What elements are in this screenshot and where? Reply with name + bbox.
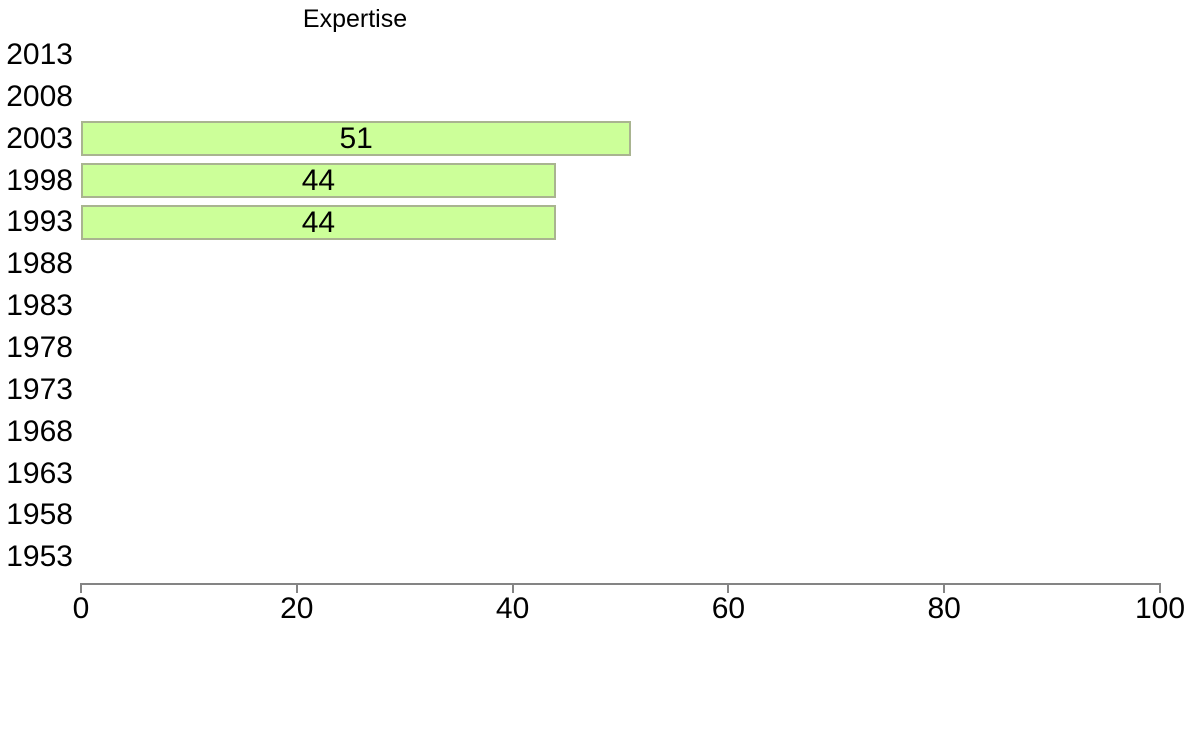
y-axis-label: 2013 xyxy=(6,38,73,71)
y-axis-label: 2003 xyxy=(6,121,73,155)
plot-area: 2013 2008 2003 51 1998 44 1993 44 1988 1983 1978 19… xyxy=(0,34,1188,579)
x-axis-tick xyxy=(80,583,82,593)
bar-2003[interactable]: 51 xyxy=(81,121,632,157)
category-row: 1968 xyxy=(0,411,1188,453)
x-axis-tick-label: 100 xyxy=(1134,592,1186,625)
y-axis-label: 2008 xyxy=(6,79,73,113)
y-axis-label: 1973 xyxy=(6,372,73,406)
category-row: 1973 xyxy=(0,369,1188,411)
bar-value-label: 51 xyxy=(339,122,373,156)
bar-1998[interactable]: 44 xyxy=(81,162,556,198)
category-row: 1993 44 xyxy=(0,201,1188,243)
legend: BringbenefitsRespectedExpertiseSincereYo… xyxy=(0,630,1188,710)
x-axis-tick xyxy=(943,583,946,593)
category-row: 1958 xyxy=(0,494,1188,536)
y-axis-label: 1983 xyxy=(6,289,73,323)
y-axis-label: 1958 xyxy=(6,498,73,532)
y-axis-label: 1988 xyxy=(6,247,73,281)
category-row: 1988 xyxy=(0,243,1188,285)
y-axis-label: 1953 xyxy=(6,540,73,574)
x-axis-tick xyxy=(511,583,514,593)
y-axis-label: 1998 xyxy=(6,163,73,197)
x-axis-tick-label: 60 xyxy=(711,592,746,625)
category-row: 2008 xyxy=(0,76,1188,118)
category-row: 1963 xyxy=(0,453,1188,495)
category-row: 2013 xyxy=(0,34,1188,76)
y-axis-label: 1993 xyxy=(6,205,73,239)
x-axis-tick-label: 40 xyxy=(495,592,530,625)
x-axis-tick xyxy=(1159,583,1161,593)
y-axis-label: 1978 xyxy=(6,330,73,364)
bar-value-label: 44 xyxy=(301,205,336,239)
bar-1993[interactable]: 44 xyxy=(81,204,556,240)
x-axis-tick xyxy=(295,583,298,593)
chart-title: Expertise xyxy=(302,5,408,33)
x-axis-tick-label: 0 xyxy=(72,592,90,625)
x-axis-tick xyxy=(727,583,730,593)
x-axis-line xyxy=(81,583,1160,585)
y-axis-label: 1968 xyxy=(6,414,73,448)
category-row: 1978 xyxy=(0,327,1188,369)
y-axis-label: 1963 xyxy=(6,456,73,490)
bar-value-label: 44 xyxy=(301,163,336,197)
x-axis-tick-label: 80 xyxy=(927,592,961,625)
category-row: 1953 xyxy=(0,536,1188,578)
x-axis-tick-label: 20 xyxy=(280,592,314,625)
category-row: 1998 44 xyxy=(0,160,1188,202)
category-row: 2003 51 xyxy=(0,118,1188,160)
category-row: 1983 xyxy=(0,285,1188,327)
